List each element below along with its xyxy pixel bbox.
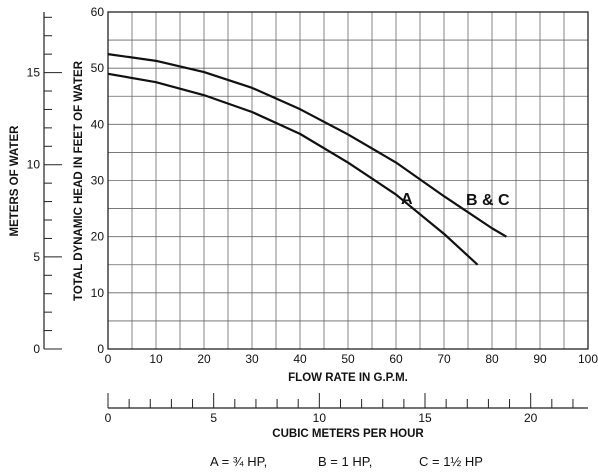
x-tick-label: 50 (341, 352, 355, 366)
y-tick-label: 10 (91, 286, 105, 300)
curve-a-line (107, 72, 479, 266)
meters-axis-title: METERS OF WATER (9, 125, 21, 237)
x-tick-label: 60 (389, 352, 403, 366)
plot-grid (108, 12, 588, 349)
cubic-tick-label: 10 (313, 411, 327, 425)
legend-a: A = ¾ HP, (210, 454, 267, 469)
x-tick-label: 20 (197, 352, 211, 366)
y-tick-label: 0 (97, 342, 104, 356)
curve-bc-line (107, 53, 507, 238)
y-axis-title: TOTAL DYNAMIC HEAD IN FEET OF WATER (73, 60, 85, 301)
y-tick-labels: 0 10 20 30 40 50 60 (91, 5, 105, 356)
cubic-meters-axis: 0 5 10 15 20 (105, 393, 588, 425)
x-tick-label: 70 (437, 352, 451, 366)
x-tick-label: 10 (149, 352, 163, 366)
y-tick-label: 50 (91, 61, 105, 75)
cubic-tick-label: 15 (418, 411, 432, 425)
x-tick-label: 80 (485, 352, 499, 366)
curve-label-bc: B & C (466, 192, 510, 209)
legend-b: B = 1 HP, (318, 454, 372, 469)
y-tick-label: 60 (91, 5, 105, 19)
x-axis-title: FLOW RATE IN G.P.M. (288, 372, 408, 384)
meters-tick-label: 5 (33, 250, 40, 264)
x-tick-label: 0 (105, 352, 112, 366)
meters-tick-label: 0 (33, 342, 40, 356)
plot-border (107, 11, 589, 350)
x-tick-label: 100 (578, 352, 598, 366)
cubic-tick-label: 0 (105, 411, 112, 425)
y-tick-label: 30 (91, 174, 105, 188)
x-tick-label: 90 (533, 352, 547, 366)
x-tick-labels: 0 10 20 30 40 50 60 70 80 90 100 (105, 352, 598, 366)
x-tick-label: 40 (293, 352, 307, 366)
cubic-tick-label: 5 (210, 411, 217, 425)
x-tick-label: 30 (245, 352, 259, 366)
meters-tick-label: 10 (27, 158, 41, 172)
y-tick-label: 20 (91, 230, 105, 244)
meters-tick-label: 15 (27, 66, 41, 80)
cubic-tick-label: 20 (524, 411, 538, 425)
curves (107, 53, 507, 266)
curve-label-a: A (401, 191, 413, 208)
legend-c: C = 1½ HP (419, 454, 483, 469)
meters-axis: 0 5 10 15 (27, 12, 62, 356)
cubic-axis-title: CUBIC METERS PER HOUR (272, 428, 424, 440)
y-tick-label: 40 (91, 117, 105, 131)
